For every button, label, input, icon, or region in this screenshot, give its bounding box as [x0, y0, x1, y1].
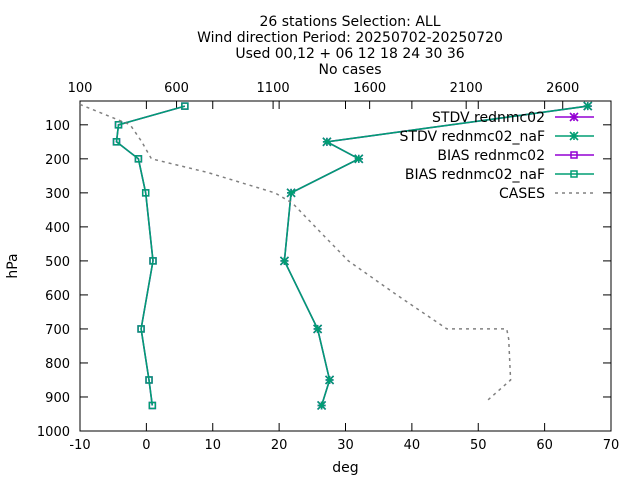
x-tick-label: 10 [204, 438, 221, 453]
data-point [313, 324, 323, 334]
chart-title-line: 26 stations Selection: ALL [259, 14, 440, 30]
legend-entry: CASES [499, 186, 594, 202]
data-point [149, 257, 157, 265]
data-point [181, 102, 189, 110]
series-line [115, 105, 186, 406]
x-tick-label: 30 [337, 438, 354, 453]
legend-label: BIAS rednmc02_naF [405, 167, 545, 183]
x-tick-label: 70 [603, 438, 620, 453]
x-axis-label: deg [332, 460, 358, 476]
data-point [325, 375, 335, 385]
data-point [279, 256, 290, 266]
x-tick-label: 20 [271, 438, 288, 453]
x2-tick-label: 2600 [546, 81, 579, 96]
data-point [134, 155, 143, 163]
legend-entry: STDV rednmc02 [432, 110, 594, 126]
x2-tick-label: 1600 [353, 81, 386, 96]
legend-label: BIAS rednmc02 [437, 148, 545, 164]
data-point [322, 137, 332, 147]
x2-tick-label: 600 [164, 81, 189, 96]
x2-tick-label: 100 [68, 81, 93, 96]
legend-label: CASES [499, 186, 545, 202]
x2-tick-label: 2100 [450, 81, 483, 96]
series-line [79, 103, 512, 403]
legend-entry: STDV rednmc02_naF [400, 129, 594, 145]
y-tick-label: 700 [45, 323, 70, 338]
series-line [115, 105, 186, 406]
data-point [286, 188, 296, 198]
y-tick-label: 300 [45, 187, 70, 202]
series-2 [279, 101, 593, 411]
series-layer [79, 101, 593, 411]
data-point [141, 189, 150, 197]
chart-title-line: No cases [319, 62, 382, 78]
x-tick-label: 0 [142, 438, 150, 453]
legend: STDV rednmc02 STDV rednmc02_naF BIAS rednm… [400, 110, 594, 202]
data-point [114, 121, 123, 129]
data-point [570, 151, 578, 159]
data-point [354, 154, 364, 164]
y-tick-label: 1000 [37, 425, 70, 440]
y-tick-label: 200 [45, 153, 70, 168]
x2-tick-label: 1100 [257, 81, 290, 96]
data-point [145, 376, 153, 384]
y-tick-label: 500 [45, 255, 70, 270]
data-point [569, 112, 579, 122]
series-4 [112, 102, 189, 410]
data-point [570, 170, 578, 178]
x-tick-label: -10 [69, 438, 90, 453]
data-point [583, 101, 593, 111]
x-tick-label: 50 [470, 438, 487, 453]
chart-title-line: Used 00,12 + 06 12 18 24 30 36 [235, 46, 464, 62]
y-tick-label: 900 [45, 391, 70, 406]
x-tick-label: 40 [404, 438, 421, 453]
legend-entry: BIAS rednmc02 [437, 148, 594, 164]
data-point [317, 400, 327, 411]
chart-title-line: Wind direction Period: 20250702-20250720 [197, 30, 503, 46]
x-tick-label: 60 [536, 438, 553, 453]
legend-label: STDV rednmc02 [432, 110, 545, 126]
axis-ticks: -10 0 10 20 30 40 50 60 70 100 600 1100 1600 2100 2600… [37, 81, 619, 453]
legend-entry: BIAS rednmc02_naF [405, 167, 594, 183]
series-1 [279, 101, 593, 411]
data-point [137, 325, 145, 333]
y-tick-label: 600 [45, 289, 70, 304]
series-5 [79, 103, 512, 403]
data-point [112, 138, 121, 146]
legend-label: STDV rednmc02_naF [400, 129, 545, 145]
data-point [569, 131, 579, 141]
y-tick-label: 800 [45, 357, 70, 372]
y-axis-label: hPa [5, 253, 21, 278]
y-tick-label: 400 [45, 221, 70, 236]
data-point [148, 401, 157, 410]
y-tick-label: 100 [45, 119, 70, 134]
series-line [283, 105, 588, 406]
